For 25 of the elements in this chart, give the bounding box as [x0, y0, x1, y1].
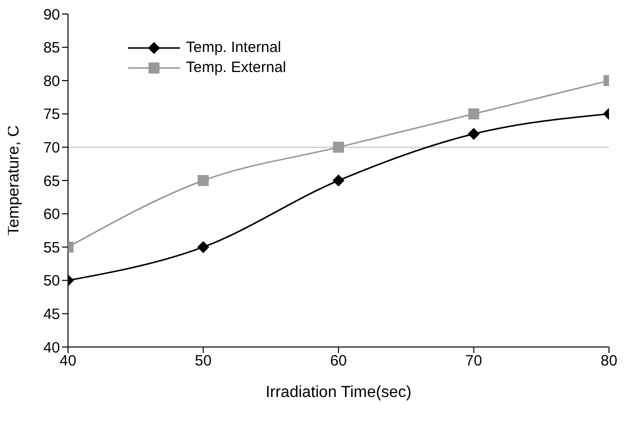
y-tick-label: 70: [43, 140, 60, 157]
x-tick-label: 80: [600, 352, 618, 370]
x-tick-label: 60: [330, 352, 347, 370]
y-tick-label: 45: [43, 306, 60, 324]
y-tick-label: 60: [43, 206, 60, 224]
y-tick-label: 65: [43, 172, 60, 190]
point: [198, 175, 209, 186]
y-tick-label: 80: [43, 72, 60, 90]
x-tick-label: 70: [465, 352, 482, 370]
y-tick-label: 40: [43, 339, 60, 356]
x-tick-label: 50: [194, 352, 212, 370]
y-tick-label: 75: [43, 106, 60, 124]
y-tick-label: 85: [43, 40, 60, 57]
y-tick-label: 55: [43, 239, 60, 256]
point: [332, 174, 344, 186]
legend-label: Temp. External: [186, 58, 286, 78]
point: [468, 108, 480, 120]
point: [333, 142, 344, 153]
point: [468, 128, 480, 140]
y-tick-label: 90: [43, 6, 60, 24]
legend-label: Temp. Internal: [186, 38, 282, 58]
y-tick-label: 50: [43, 272, 60, 290]
x-axis-title: Irradiation Time(sec): [266, 384, 412, 401]
point: [197, 241, 210, 254]
x-tick-label: 40: [60, 352, 76, 370]
